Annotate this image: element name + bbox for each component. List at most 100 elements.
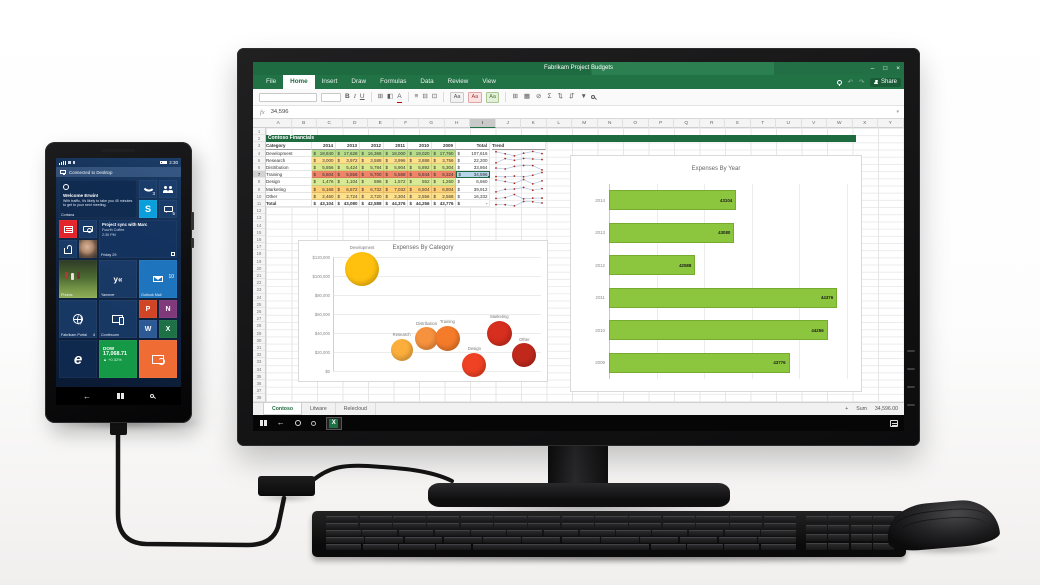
font-size-box[interactable] xyxy=(321,92,341,102)
formula-bar[interactable]: fx 34,596 ▾ xyxy=(253,106,904,119)
column-header-N[interactable]: N xyxy=(598,119,623,128)
row-header-30[interactable]: 30 xyxy=(253,337,265,344)
tile-sync-settings[interactable] xyxy=(139,340,177,378)
find-icon[interactable] xyxy=(590,94,596,100)
cell-style-good[interactable]: Aa xyxy=(485,91,500,103)
table-cell[interactable]: 2009 xyxy=(432,142,456,150)
table-cell[interactable]: $6,804 xyxy=(432,185,456,193)
row-header-10[interactable]: 10 xyxy=(253,193,265,200)
row-header-5[interactable]: 5 xyxy=(253,157,265,164)
tile-outlook[interactable]: 10 Outlook Mail xyxy=(139,260,177,298)
row-header-8[interactable]: 8 xyxy=(253,178,265,186)
column-header-C[interactable]: C xyxy=(317,119,343,128)
table-cell[interactable]: $22,200 xyxy=(456,156,490,164)
row-header-9[interactable]: 9 xyxy=(253,186,265,193)
table-cell[interactable]: $16,368 xyxy=(360,149,384,157)
table-cell[interactable]: Trend xyxy=(492,142,546,150)
row-header-33[interactable]: 33 xyxy=(253,358,265,366)
ribbon-tab-view[interactable]: View xyxy=(482,78,496,85)
row-header-2[interactable]: 2 xyxy=(253,135,265,143)
table-cell[interactable]: $5,844 xyxy=(408,171,432,179)
column-header-G[interactable]: G xyxy=(419,119,445,128)
column-header-X[interactable]: X xyxy=(853,119,878,128)
table-cell[interactable]: $18,840 xyxy=(312,149,336,157)
tile-people[interactable] xyxy=(159,180,177,198)
column-header-O[interactable]: O xyxy=(623,119,649,128)
table-cell[interactable]: $2,460 xyxy=(312,192,336,200)
tile-messaging[interactable]: 5 xyxy=(159,200,177,218)
column-header-V[interactable]: V xyxy=(802,119,827,128)
table-cell[interactable]: 2012 xyxy=(360,142,384,150)
table-cell[interactable]: Research xyxy=(266,156,312,164)
table-cell[interactable]: $5,556 xyxy=(312,164,336,172)
table-cell[interactable]: $3,000 xyxy=(312,156,336,164)
row-header-12[interactable]: 12 xyxy=(253,207,265,215)
row-header-17[interactable]: 17 xyxy=(253,243,265,251)
column-header-Q[interactable]: Q xyxy=(674,119,700,128)
table-cell[interactable]: 2013 xyxy=(336,142,360,150)
insert-cells-icon[interactable]: ⊞ xyxy=(512,93,518,100)
table-cell[interactable]: $3,888 xyxy=(408,156,432,164)
sheet-tab-contoso[interactable]: Contoso xyxy=(263,403,303,415)
column-header-M[interactable]: M xyxy=(572,119,598,128)
table-cell[interactable]: $3,996 xyxy=(384,156,408,164)
row-header-19[interactable]: 19 xyxy=(253,258,265,265)
table-cell[interactable]: $6,672 xyxy=(336,185,360,193)
sheet-tab-litware[interactable]: Litware xyxy=(302,403,336,415)
tile-excel[interactable]: X xyxy=(159,320,177,338)
excel-app-icon[interactable]: X xyxy=(325,416,342,430)
column-header-H[interactable]: H xyxy=(445,119,470,128)
row-header-24[interactable]: 24 xyxy=(253,294,265,301)
table-cell[interactable]: $6,732 xyxy=(360,185,384,193)
ribbon-tab-draw[interactable]: Draw xyxy=(351,78,367,85)
tile-contact-photo[interactable] xyxy=(79,240,97,258)
row-header-37[interactable]: 37 xyxy=(253,387,265,395)
table-cell[interactable]: $42,588 xyxy=(360,200,384,208)
row-header-23[interactable]: 23 xyxy=(253,286,265,294)
back-icon[interactable]: ← xyxy=(82,391,91,401)
font-name-box[interactable] xyxy=(259,92,317,102)
table-cell[interactable]: $1,260 xyxy=(432,178,456,186)
row-header-35[interactable]: 35 xyxy=(253,373,265,380)
column-header-R[interactable]: R xyxy=(700,119,725,128)
table-cell[interactable]: $2,556 xyxy=(408,192,432,200)
row-header-6[interactable]: 6 xyxy=(253,164,265,172)
table-cell[interactable]: $107,616 xyxy=(456,149,490,157)
cortana-icon[interactable] xyxy=(294,420,301,426)
tile-continuum[interactable]: Continuum xyxy=(99,300,137,338)
row-header-34[interactable]: 34 xyxy=(253,366,265,373)
ribbon-tab-home[interactable]: Home xyxy=(283,75,315,89)
align-icon[interactable]: ≡ xyxy=(414,93,419,100)
tile-phone[interactable]: 3 xyxy=(139,180,157,198)
column-header-W[interactable]: W xyxy=(827,119,853,128)
windows-logo-icon[interactable] xyxy=(116,392,124,400)
table-cell[interactable]: $ - xyxy=(456,200,490,208)
sheet-grid[interactable]: 1 2 3 4 5 6 7 8 9 10 11 12 13 14 15 16 17 18 19 20 21 22 23 24 2… xyxy=(253,128,904,402)
column-header-F[interactable]: F xyxy=(394,119,419,128)
cell-style-bad[interactable]: Aa xyxy=(467,91,482,103)
tile-word[interactable]: W xyxy=(139,320,157,338)
monitor-button[interactable] xyxy=(907,350,915,352)
column-header-L[interactable]: L xyxy=(547,119,572,128)
table-cell[interactable]: $17,628 xyxy=(336,149,360,157)
table-cell[interactable]: $2,724 xyxy=(336,192,360,200)
font-color-icon[interactable]: A xyxy=(397,92,402,103)
table-cell[interactable]: Design xyxy=(266,178,312,186)
table-cell[interactable]: $1,476 xyxy=(312,178,336,186)
table-cell[interactable]: $552 xyxy=(408,178,432,186)
table-cell[interactable]: $2,304 xyxy=(384,192,408,200)
tile-calendar[interactable]: Project sync with Marc Fourth Coffee 2:3… xyxy=(99,220,177,258)
table-cell[interactable]: Total xyxy=(456,142,490,150)
table-cell[interactable]: $3,972 xyxy=(336,156,360,164)
row-header-7[interactable]: 7 xyxy=(253,171,265,179)
table-cell[interactable]: $5,904 xyxy=(384,164,408,172)
table-cell[interactable]: $5,556 xyxy=(336,171,360,179)
underline-button[interactable]: U xyxy=(359,93,365,100)
maximize-button[interactable]: □ xyxy=(883,65,888,72)
row-header-18[interactable]: 18 xyxy=(253,250,265,258)
table-cell[interactable]: $34,596 xyxy=(456,171,490,179)
table-cell[interactable]: $19,020 xyxy=(408,149,432,157)
table-cell[interactable]: $16,332 xyxy=(456,192,490,200)
back-icon[interactable]: ← xyxy=(276,418,285,427)
row-header-29[interactable]: 29 xyxy=(253,330,265,337)
